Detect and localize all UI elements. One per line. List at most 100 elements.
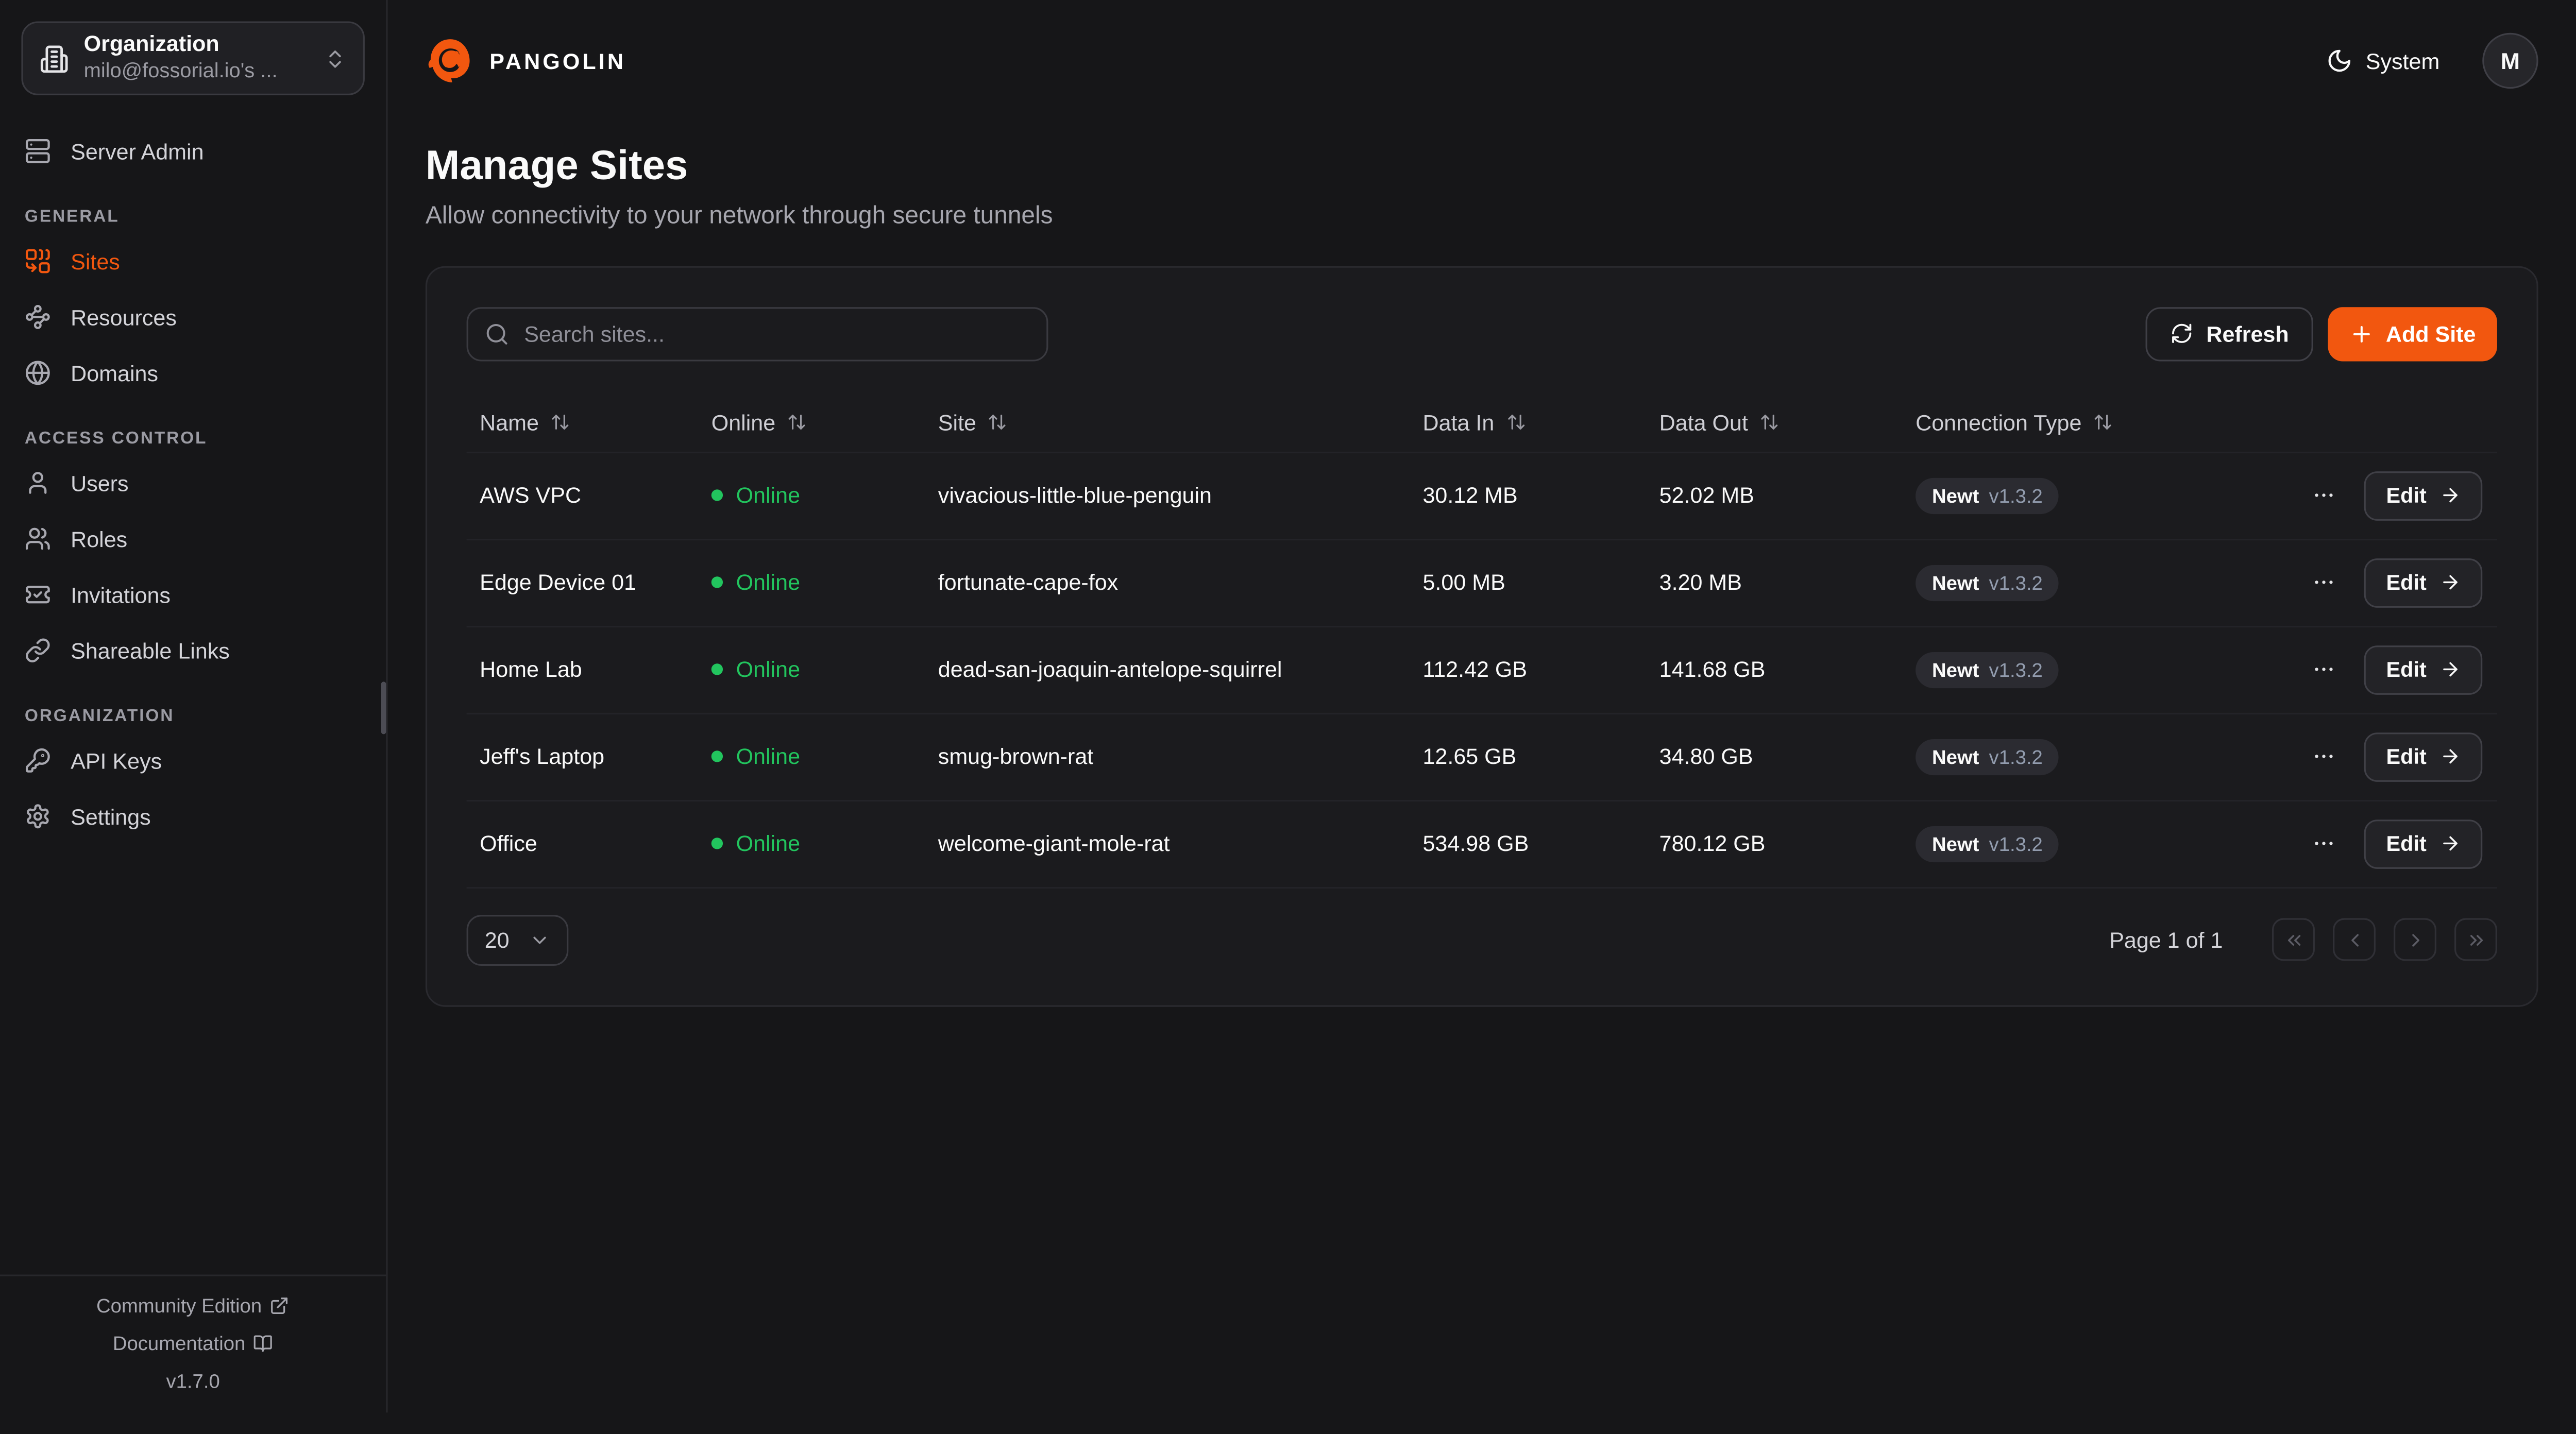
app-version: v1.7.0 — [166, 1370, 220, 1393]
add-site-label: Add Site — [2385, 321, 2476, 347]
sidebar-item-invitations[interactable]: Invitations — [25, 575, 362, 614]
user-avatar[interactable]: M — [2482, 32, 2538, 89]
column-header-online[interactable]: Online — [698, 408, 925, 436]
sidebar-item-sites[interactable]: Sites — [25, 242, 362, 281]
arrow-right-icon — [2443, 575, 2458, 590]
sidebar-item-shareable-links[interactable]: Shareable Links — [25, 630, 362, 670]
previous-page-button[interactable] — [2333, 918, 2376, 962]
cell-data-in: 534.98 GB — [1422, 831, 1529, 857]
sidebar-scrollbar-thumb[interactable] — [381, 681, 386, 735]
arrow-up-down-icon — [1507, 415, 1524, 430]
sidebar-item-domains[interactable]: Users Domains — [25, 353, 362, 393]
moon-icon — [2328, 49, 2351, 72]
sidebar-item-label: Settings — [71, 804, 151, 829]
add-site-button[interactable]: Add Site — [2328, 306, 2497, 361]
combine-icon — [25, 249, 50, 274]
row-menu-button[interactable] — [2309, 480, 2341, 511]
ellipsis-icon — [2315, 755, 2334, 759]
sidebar: Organization milo@fossorial.io's ... Ser… — [0, 0, 388, 1413]
connection-type-badge: Newt v1.3.2 — [1916, 826, 2059, 862]
online-status-dot — [711, 490, 723, 502]
plus-icon — [2353, 326, 2370, 343]
toolbar-actions: Refresh Add Site — [2145, 306, 2497, 361]
cell-name: Office — [480, 831, 537, 857]
cell-actions: Edit — [2315, 558, 2497, 608]
next-page-button[interactable] — [2394, 918, 2436, 962]
org-selector[interactable]: Organization milo@fossorial.io's ... — [21, 21, 365, 95]
cell-actions: Edit — [2315, 732, 2497, 782]
row-menu-button[interactable] — [2309, 741, 2341, 773]
column-header-data-in[interactable]: Data In — [1410, 408, 1646, 436]
online-status-dot — [711, 751, 723, 763]
arrow-up-down-icon — [1761, 415, 1778, 430]
column-header-connection-type[interactable]: Connection Type — [1903, 408, 2320, 436]
sidebar-item-roles[interactable]: Roles — [25, 519, 362, 559]
refresh-button[interactable]: Refresh — [2145, 306, 2314, 361]
sidebar-item-resources[interactable]: Resources — [25, 297, 362, 337]
chevron-right-icon — [2411, 933, 2419, 946]
sidebar-item-label: Invitations — [71, 582, 171, 607]
arrow-right-icon — [2443, 662, 2458, 677]
edit-site-button[interactable]: Edit — [2365, 558, 2483, 608]
cell-actions: Edit — [2315, 471, 2497, 521]
arrow-right-icon — [2443, 749, 2458, 764]
cell-data-out: 34.80 GB — [1659, 744, 1753, 770]
cell-connection-type: Newt v1.3.2 — [1903, 652, 2320, 688]
pagination-status: Page 1 of 1 — [2109, 927, 2223, 952]
page-size-select[interactable]: 20 — [466, 914, 569, 966]
theme-toggle-button[interactable]: System — [2316, 46, 2449, 75]
cell-data-out: 141.68 GB — [1659, 657, 1766, 682]
row-menu-button[interactable] — [2309, 654, 2341, 686]
sidebar-item-server-admin[interactable]: Server Admin — [25, 131, 362, 171]
chevron-down-icon — [533, 936, 546, 944]
search-box — [466, 306, 1048, 361]
cell-site: dead-san-joaquin-antelope-squirrel — [938, 657, 1282, 682]
column-header-name[interactable]: Name — [467, 408, 699, 436]
edit-site-button[interactable]: Edit — [2365, 645, 2483, 695]
cell-connection-type: Newt v1.3.2 — [1903, 826, 2320, 862]
theme-label: System — [2365, 48, 2440, 73]
edit-site-button[interactable]: Edit — [2365, 471, 2483, 521]
table-header-row: Name Online Site Data In Data Out Connec… — [466, 394, 2497, 453]
connection-type-badge: Newt v1.3.2 — [1916, 477, 2059, 514]
row-menu-button[interactable] — [2309, 567, 2341, 599]
search-input[interactable] — [466, 306, 1048, 361]
ellipsis-icon — [2315, 842, 2334, 846]
card-footer: 20 Page 1 of 1 — [466, 914, 2497, 966]
sidebar-item-label: API Keys — [71, 748, 162, 773]
column-header-data-out[interactable]: Data Out — [1646, 408, 1902, 436]
cell-online: Online — [698, 570, 925, 595]
sidebar-item-label: Domains — [71, 360, 159, 385]
sidebar-item-users[interactable]: Users — [25, 463, 362, 503]
cell-connection-type: Newt v1.3.2 — [1903, 477, 2320, 514]
cell-name: Jeff's Laptop — [480, 744, 605, 770]
arrow-up-down-icon — [788, 415, 805, 430]
card-toolbar: Refresh Add Site — [466, 306, 2497, 361]
documentation-link[interactable]: Documentation — [113, 1332, 274, 1355]
row-menu-button[interactable] — [2309, 828, 2341, 860]
users-icon — [25, 527, 50, 550]
community-edition-link[interactable]: Community Edition — [96, 1294, 290, 1318]
cell-data-in: 12.65 GB — [1422, 744, 1517, 770]
sites-card: Refresh Add Site Name Online Site Data I… — [425, 265, 2538, 1006]
chevrons-right-icon — [2469, 934, 2482, 946]
cell-data-out: 3.20 MB — [1659, 570, 1742, 595]
first-page-button[interactable] — [2272, 918, 2315, 962]
sidebar-item-settings[interactable]: Settings — [25, 797, 362, 836]
last-page-button[interactable] — [2454, 918, 2497, 962]
arrow-right-icon — [2443, 488, 2458, 503]
table-row: Home Lab Online dead-san-joaquin-antelop… — [466, 627, 2497, 714]
sidebar-item-api-keys[interactable]: API Keys — [25, 741, 362, 780]
cell-data-in: 30.12 MB — [1422, 483, 1518, 508]
edit-site-button[interactable]: Edit — [2365, 819, 2483, 869]
brand-name: PANGOLIN — [489, 48, 626, 73]
column-header-site[interactable]: Site — [925, 408, 1410, 436]
sidebar-item-label: Users — [71, 470, 129, 496]
cell-site: fortunate-cape-fox — [938, 570, 1118, 595]
edit-site-button[interactable]: Edit — [2365, 732, 2483, 782]
arrow-up-down-icon — [2094, 415, 2111, 430]
cell-data-out: 780.12 GB — [1659, 831, 1766, 857]
community-edition-label: Community Edition — [96, 1294, 262, 1318]
table-row: Jeff's Laptop Online smug-brown-rat 12.6… — [466, 714, 2497, 801]
